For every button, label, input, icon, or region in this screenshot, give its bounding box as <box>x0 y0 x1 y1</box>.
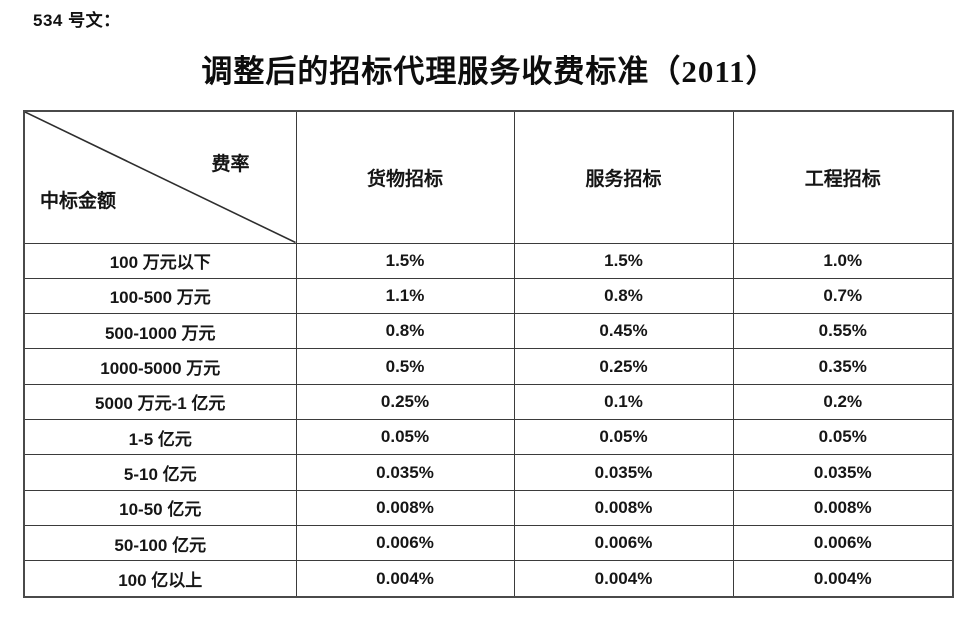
corner-label-rate: 费率 <box>211 154 250 175</box>
goods-rate-cell: 0.008% <box>295 489 515 527</box>
engineering-rate-cell: 0.2% <box>732 383 954 421</box>
doc-number-label: 534 号文： <box>33 11 121 30</box>
engineering-rate-cell: 0.008% <box>732 489 954 527</box>
goods-rate-cell: 0.25% <box>295 383 515 421</box>
amount-range-cell: 5000 万元-1 亿元 <box>23 383 297 421</box>
table-row: 500-1000 万元 0.8% 0.45% 0.55% <box>23 313 954 350</box>
diagonal-line <box>25 112 296 243</box>
corner-header-cell: 费率 中标金额 <box>23 110 297 244</box>
engineering-rate-cell: 1.0% <box>732 242 954 279</box>
amount-range-cell: 100-500 万元 <box>23 277 297 315</box>
services-rate-cell: 0.006% <box>513 525 734 562</box>
amount-range-cell: 50-100 亿元 <box>23 525 297 562</box>
engineering-rate-cell: 0.55% <box>732 313 954 350</box>
engineering-rate-cell: 0.05% <box>732 419 954 456</box>
column-header-engineering: 工程招标 <box>732 110 954 244</box>
amount-range-cell: 5-10 亿元 <box>23 454 297 491</box>
services-rate-cell: 0.035% <box>513 454 734 491</box>
table-row: 50-100 亿元 0.006% 0.006% 0.006% <box>23 525 954 562</box>
column-header-goods: 货物招标 <box>295 110 515 244</box>
table-row: 1-5 亿元 0.05% 0.05% 0.05% <box>23 419 954 456</box>
goods-rate-cell: 1.5% <box>295 242 515 279</box>
engineering-rate-cell: 0.7% <box>732 277 954 315</box>
amount-range-cell: 100 万元以下 <box>23 242 297 279</box>
fee-rate-table: 费率 中标金额 货物招标 服务招标 工程招标 100 万元以下 1.5% 1.5… <box>23 110 954 598</box>
goods-rate-cell: 1.1% <box>295 277 515 315</box>
goods-rate-cell: 0.5% <box>295 348 515 385</box>
engineering-rate-cell: 0.035% <box>732 454 954 491</box>
header-row: 费率 中标金额 货物招标 服务招标 工程招标 <box>23 110 954 244</box>
services-rate-cell: 0.004% <box>513 560 734 598</box>
table-row: 100 亿以上 0.004% 0.004% 0.004% <box>23 560 954 598</box>
page-title: 调整后的招标代理服务收费标准（2011） <box>201 54 778 89</box>
services-rate-cell: 0.25% <box>513 348 734 385</box>
services-rate-cell: 0.1% <box>513 383 734 421</box>
goods-rate-cell: 0.004% <box>295 560 515 598</box>
goods-rate-cell: 0.8% <box>295 313 515 350</box>
table-row: 10-50 亿元 0.008% 0.008% 0.008% <box>23 489 954 527</box>
amount-range-cell: 500-1000 万元 <box>23 313 297 350</box>
services-rate-cell: 0.45% <box>513 313 734 350</box>
engineering-rate-cell: 0.006% <box>732 525 954 562</box>
services-rate-cell: 1.5% <box>513 242 734 279</box>
goods-rate-cell: 0.035% <box>295 454 515 491</box>
services-rate-cell: 0.008% <box>513 489 734 527</box>
services-rate-cell: 0.8% <box>513 277 734 315</box>
table-row: 5-10 亿元 0.035% 0.035% 0.035% <box>23 454 954 491</box>
table-row: 100 万元以下 1.5% 1.5% 1.0% <box>23 242 954 279</box>
amount-range-cell: 1000-5000 万元 <box>23 348 297 385</box>
goods-rate-cell: 0.05% <box>295 419 515 456</box>
goods-rate-cell: 0.006% <box>295 525 515 562</box>
amount-range-cell: 1-5 亿元 <box>23 419 297 456</box>
table-row: 5000 万元-1 亿元 0.25% 0.1% 0.2% <box>23 383 954 421</box>
table-row: 1000-5000 万元 0.5% 0.25% 0.35% <box>23 348 954 385</box>
column-header-services: 服务招标 <box>513 110 734 244</box>
amount-range-cell: 100 亿以上 <box>23 560 297 598</box>
engineering-rate-cell: 0.004% <box>732 560 954 598</box>
amount-range-cell: 10-50 亿元 <box>23 489 297 527</box>
table-row: 100-500 万元 1.1% 0.8% 0.7% <box>23 277 954 315</box>
corner-label-amount: 中标金额 <box>40 191 117 212</box>
engineering-rate-cell: 0.35% <box>732 348 954 385</box>
services-rate-cell: 0.05% <box>513 419 734 456</box>
